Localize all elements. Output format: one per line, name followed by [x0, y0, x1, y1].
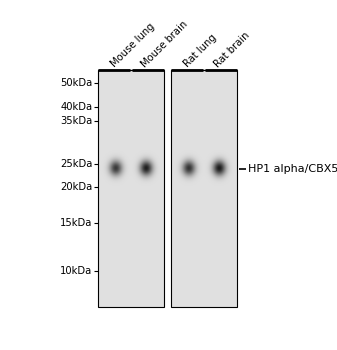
Text: Rat brain: Rat brain [212, 30, 251, 69]
Text: 25kDa: 25kDa [60, 159, 92, 169]
Text: Mouse brain: Mouse brain [139, 19, 189, 69]
Text: 40kDa: 40kDa [60, 102, 92, 112]
Bar [171, 70, 237, 307]
Text: Mouse lung: Mouse lung [109, 21, 157, 69]
Text: 10kDa: 10kDa [60, 266, 92, 276]
Text: 20kDa: 20kDa [60, 182, 92, 191]
Text: HP1 alpha/CBX5: HP1 alpha/CBX5 [248, 164, 337, 174]
Bar [98, 70, 164, 307]
Text: 15kDa: 15kDa [60, 218, 92, 228]
Text: 35kDa: 35kDa [60, 116, 92, 126]
Text: 50kDa: 50kDa [60, 78, 92, 88]
Text: Rat lung: Rat lung [182, 32, 218, 69]
